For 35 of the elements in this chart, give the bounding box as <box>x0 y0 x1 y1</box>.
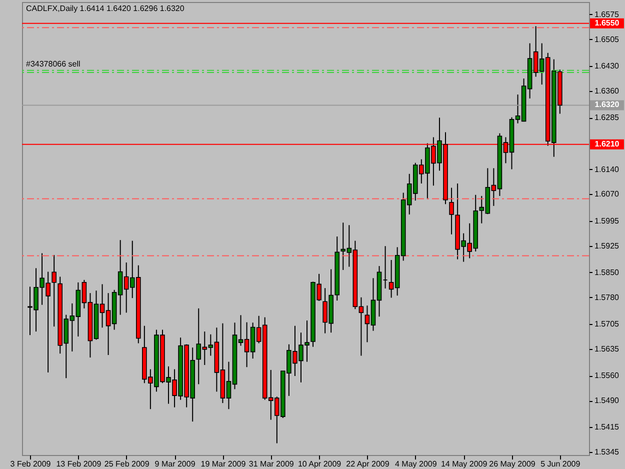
chart-title: CADLFX,Daily 1.6414 1.6420 1.6296 1.6320 <box>26 4 185 13</box>
y-tick-label: 1.5780 <box>594 292 620 302</box>
y-tick-label: 1.5490 <box>594 396 620 406</box>
ref-line-label: 1.6210 <box>594 139 620 148</box>
y-tick-label: 1.6360 <box>594 86 620 96</box>
ref-line-label: 1.6320 <box>594 100 620 110</box>
y-tick-label: 1.6575 <box>594 10 620 19</box>
y-tick-label: 1.5705 <box>594 320 620 329</box>
y-tick-label: 1.5635 <box>594 344 620 354</box>
x-tick-label: 10 Apr 2009 <box>298 460 342 468</box>
x-tick-label: 25 Feb 2009 <box>104 460 150 468</box>
y-tick-label: 1.5925 <box>594 241 620 250</box>
y-tick-label: 1.5345 <box>594 448 620 457</box>
y-tick-label: 1.5560 <box>594 371 620 380</box>
x-tick-label: 19 Mar 2009 <box>200 460 246 468</box>
x-tick-label: 31 Mar 2009 <box>248 460 294 468</box>
x-tick-label: 3 Feb 2009 <box>10 460 52 468</box>
y-tick-label: 1.6430 <box>594 62 620 71</box>
y-tick-label: 1.6505 <box>594 34 620 44</box>
ref-line-label: 1.6550 <box>594 18 620 28</box>
candlestick <box>449 187 454 235</box>
y-tick-label: 1.6140 <box>594 164 620 174</box>
y-tick-label: 1.5850 <box>594 268 620 277</box>
x-tick-label: 14 May 2009 <box>440 460 488 468</box>
ref-line-label: #34378066 sell <box>26 59 80 68</box>
x-tick-label: 5 Jun 2009 <box>540 460 581 468</box>
y-tick-label: 1.5995 <box>594 216 620 226</box>
x-tick-label: 22 Apr 2009 <box>346 460 390 468</box>
x-tick-label: 4 May 2009 <box>394 460 438 468</box>
x-tick-label: 13 Feb 2009 <box>56 460 102 468</box>
y-tick-label: 1.6070 <box>594 190 620 199</box>
x-tick-label: 26 May 2009 <box>489 460 536 468</box>
y-tick-label: 1.6285 <box>594 113 620 122</box>
y-tick-label: 1.5415 <box>594 422 620 432</box>
x-tick-label: 9 Mar 2009 <box>154 460 196 468</box>
